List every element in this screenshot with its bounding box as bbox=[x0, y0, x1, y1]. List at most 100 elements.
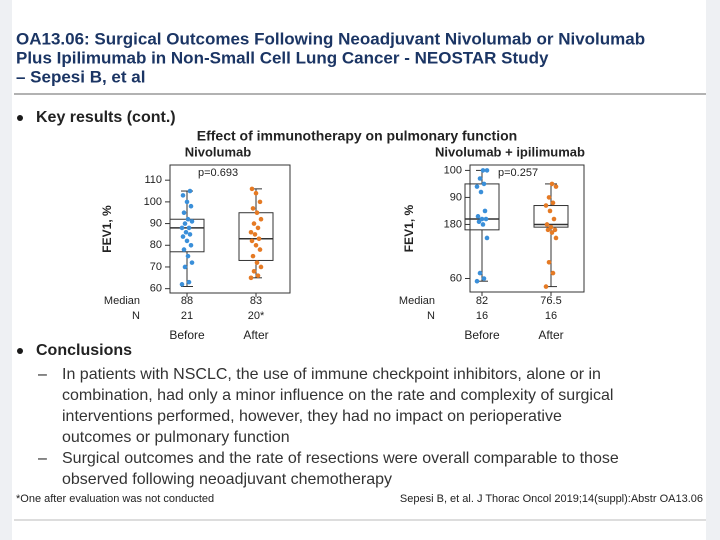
x-tick-label: After bbox=[538, 328, 563, 342]
y-tick-label: 180 bbox=[444, 218, 462, 230]
data-point bbox=[252, 232, 258, 237]
data-point bbox=[182, 221, 188, 226]
conclusion-text: combination, had only a minor influence … bbox=[62, 387, 613, 404]
data-point bbox=[187, 232, 193, 237]
data-point bbox=[545, 227, 551, 233]
conclusion-text: Surgical outcomes and the rate of resect… bbox=[62, 450, 619, 467]
y-tick-label: 90 bbox=[450, 191, 462, 203]
data-point bbox=[185, 253, 191, 259]
data-point bbox=[549, 230, 555, 235]
data-point bbox=[484, 235, 490, 241]
data-point bbox=[180, 234, 186, 239]
stat-value: 16 bbox=[545, 310, 557, 322]
stat-label: Median bbox=[399, 295, 435, 307]
figure-title: Effect of immunotherapy on pulmonary fun… bbox=[197, 128, 517, 144]
y-tick-label: 110 bbox=[144, 174, 162, 186]
data-point bbox=[552, 227, 558, 233]
slide-title: – Sepesi B, et al bbox=[16, 67, 145, 86]
data-point bbox=[186, 279, 192, 285]
data-point bbox=[546, 259, 552, 265]
y-tick-label: 60 bbox=[150, 283, 162, 295]
data-point bbox=[478, 189, 484, 195]
y-axis-label: FEV1, % bbox=[100, 205, 114, 253]
data-point bbox=[253, 190, 259, 196]
data-point bbox=[476, 219, 482, 225]
chart-title: Nivolumab bbox=[185, 144, 252, 159]
data-point bbox=[477, 176, 483, 181]
data-point bbox=[481, 276, 487, 281]
data-point bbox=[481, 181, 487, 187]
data-point bbox=[553, 184, 559, 189]
data-point bbox=[188, 203, 194, 209]
slide-title: OA13.06: Surgical Outcomes Following Neo… bbox=[16, 29, 645, 48]
data-point bbox=[184, 238, 190, 244]
data-point bbox=[257, 199, 263, 205]
data-point bbox=[250, 206, 256, 211]
conclusion-text: In patients with NSCLC, the use of immun… bbox=[62, 366, 601, 383]
data-point bbox=[186, 225, 192, 231]
y-axis-label: FEV1, % bbox=[402, 205, 416, 253]
stat-value: 21 bbox=[181, 310, 193, 322]
p-value: p=0.693 bbox=[198, 167, 238, 179]
left-shadow bbox=[0, 0, 12, 540]
data-point bbox=[253, 242, 259, 248]
data-point bbox=[477, 270, 483, 276]
section-heading: Key results (cont.) bbox=[36, 109, 176, 126]
conclusion-text: observed following neoadjuvant chemother… bbox=[62, 471, 392, 488]
data-point bbox=[181, 247, 187, 252]
data-point bbox=[249, 238, 255, 244]
right-shadow bbox=[706, 0, 720, 540]
data-point bbox=[181, 210, 187, 216]
data-point bbox=[250, 253, 256, 259]
data-point bbox=[551, 216, 557, 222]
data-point bbox=[251, 269, 257, 274]
data-point bbox=[187, 188, 193, 194]
data-point bbox=[543, 203, 549, 208]
data-point bbox=[553, 235, 559, 241]
plot-frame bbox=[469, 164, 585, 293]
bullet bbox=[17, 348, 23, 354]
data-point bbox=[189, 219, 195, 224]
stat-value: 76.5 bbox=[540, 295, 561, 307]
data-point bbox=[249, 186, 255, 192]
y-tick-label: 60 bbox=[450, 272, 462, 284]
stat-label: Median bbox=[104, 295, 140, 307]
stat-value: 88 bbox=[181, 295, 193, 307]
chart-title: Nivolumab + ipilimumab bbox=[435, 144, 585, 159]
stat-value: 20* bbox=[248, 310, 265, 322]
data-point bbox=[188, 242, 194, 248]
data-point bbox=[548, 224, 554, 230]
data-point bbox=[544, 222, 550, 227]
data-point bbox=[480, 222, 486, 227]
data-point bbox=[475, 214, 481, 219]
data-point bbox=[251, 221, 257, 226]
data-point bbox=[257, 247, 263, 252]
y-tick-label: 90 bbox=[150, 217, 162, 229]
data-point bbox=[255, 273, 261, 278]
data-point bbox=[184, 199, 190, 205]
data-point bbox=[256, 236, 262, 242]
x-tick-label: Before bbox=[464, 328, 500, 342]
p-value: p=0.257 bbox=[498, 167, 538, 179]
y-tick-label: 70 bbox=[150, 261, 162, 273]
data-point bbox=[255, 225, 261, 231]
stat-value: 82 bbox=[476, 295, 488, 307]
data-point bbox=[248, 229, 254, 235]
data-point bbox=[550, 270, 556, 276]
data-point bbox=[254, 260, 260, 265]
data-point bbox=[480, 168, 486, 173]
data-point bbox=[482, 208, 488, 214]
x-tick-label: After bbox=[243, 328, 268, 342]
y-tick-label: 100 bbox=[144, 196, 162, 208]
x-tick-label: Before bbox=[169, 328, 205, 342]
section-heading: Conclusions bbox=[36, 342, 132, 359]
data-point bbox=[484, 168, 490, 173]
data-point bbox=[248, 275, 254, 281]
data-point bbox=[182, 264, 188, 270]
conclusion-text: outcomes or pulmonary function bbox=[62, 429, 290, 446]
data-point bbox=[550, 200, 556, 206]
data-point bbox=[179, 225, 185, 231]
data-point bbox=[254, 210, 260, 216]
